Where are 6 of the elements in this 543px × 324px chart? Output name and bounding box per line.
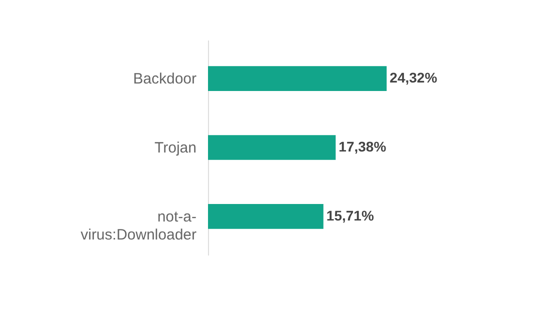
data-label: 15,71% xyxy=(326,207,374,224)
y-tick-label: Backdoor xyxy=(133,70,196,88)
data-label: 17,38% xyxy=(338,138,387,154)
data-label: 24,32% xyxy=(390,70,438,86)
y-tick-label: Trojan xyxy=(154,140,196,156)
y-tick-label: not-a-virus:Downloader xyxy=(80,208,196,244)
